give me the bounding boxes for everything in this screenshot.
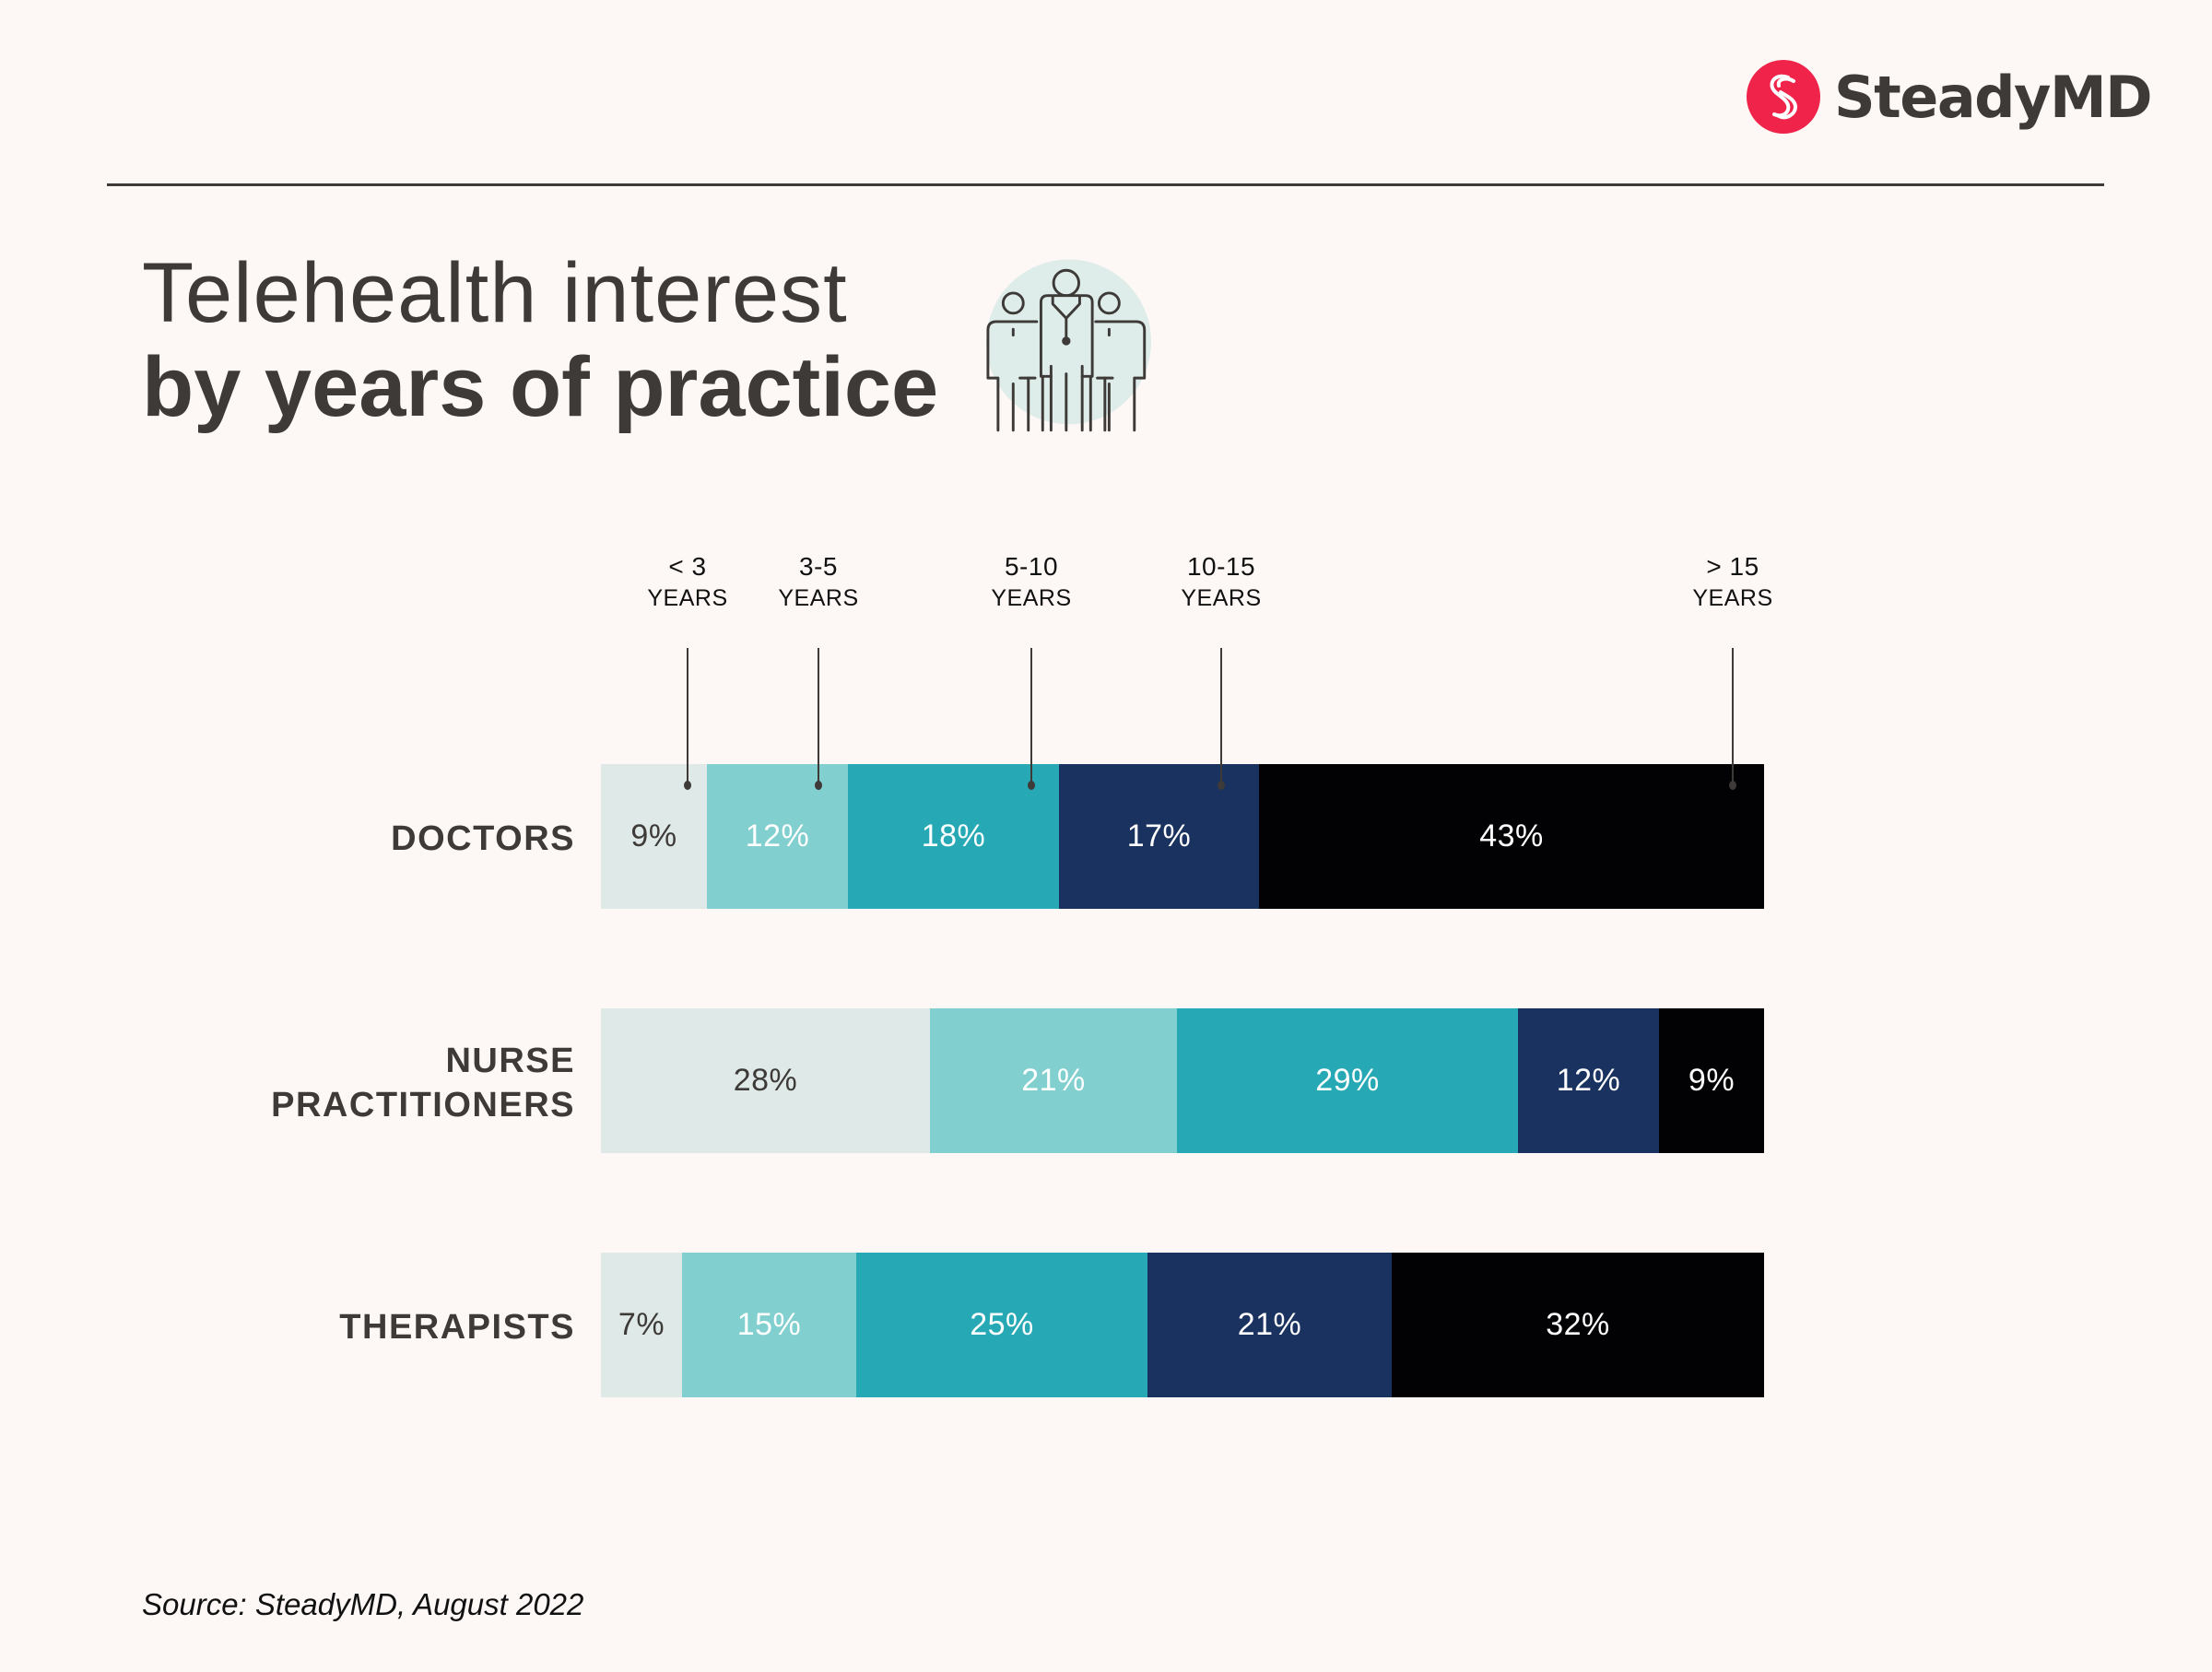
data-label: 7% <box>618 1307 665 1342</box>
bar-segment: 21% <box>930 1008 1177 1153</box>
legend-range: 10-15 <box>1186 552 1256 581</box>
data-label: 43% <box>1479 818 1544 854</box>
row-label-line: THERAPISTS <box>339 1307 575 1347</box>
legend-range: 5-10 <box>1004 552 1059 581</box>
leader-dot <box>1729 781 1736 790</box>
page-title: Telehealth interest by years of practice <box>142 247 938 435</box>
legend-label: 3-5 YEARS <box>749 551 888 614</box>
row-label-line: DOCTORS <box>391 818 575 858</box>
data-label: 21% <box>1237 1307 1302 1342</box>
data-label: 15% <box>736 1307 802 1342</box>
s-monogram-icon <box>1747 60 1820 134</box>
row-label: DOCTORS <box>391 817 575 861</box>
legend-label: < 3 YEARS <box>618 551 757 614</box>
legend-label: > 15 YEARS <box>1664 551 1802 614</box>
bar-segment: 21% <box>1147 1253 1392 1397</box>
data-label: 21% <box>1021 1063 1086 1098</box>
data-label: 9% <box>1688 1063 1735 1098</box>
row-label-line: PRACTITIONERS <box>271 1085 575 1124</box>
legend-unit: YEARS <box>1181 585 1262 611</box>
row-label-line: NURSE <box>445 1041 575 1080</box>
bar-segment: 9% <box>1659 1008 1764 1153</box>
legend-range: 3-5 <box>799 552 838 581</box>
bar-segment: 12% <box>1518 1008 1659 1153</box>
leader-line <box>1220 648 1222 784</box>
bar-segment: 12% <box>707 764 848 909</box>
data-label: 28% <box>733 1063 798 1098</box>
data-label: 18% <box>921 818 986 854</box>
legend-label: 5-10 YEARS <box>962 551 1100 614</box>
data-label: 25% <box>970 1307 1034 1342</box>
brand-name: SteadyMD <box>1834 63 2153 131</box>
leader-line <box>687 648 688 784</box>
legend-unit: YEARS <box>647 585 728 611</box>
legend-unit: YEARS <box>1692 585 1773 611</box>
medical-team-icon <box>986 259 1152 432</box>
legend-unit: YEARS <box>778 585 859 611</box>
data-label: 12% <box>1556 1063 1621 1098</box>
title-line-2: by years of practice <box>142 340 939 434</box>
bar-segment: 7% <box>601 1253 682 1397</box>
header-divider <box>107 183 2104 186</box>
data-label: 32% <box>1546 1307 1610 1342</box>
leader-line <box>1030 648 1032 784</box>
bar-segment: 29% <box>1177 1008 1518 1153</box>
data-label: 17% <box>1126 818 1192 854</box>
source-note: Source: SteadyMD, August 2022 <box>142 1587 584 1621</box>
legend-label: 10-15 YEARS <box>1152 551 1290 614</box>
title-line-1: Telehealth interest <box>142 246 848 340</box>
bar-segment: 43% <box>1259 764 1764 909</box>
legend-range: > 15 <box>1706 552 1759 581</box>
row-label: THERAPISTS <box>339 1305 575 1349</box>
data-label: 12% <box>745 818 810 854</box>
leader-dot <box>684 781 691 790</box>
bar-segment: 18% <box>848 764 1059 909</box>
bar-segment: 25% <box>856 1253 1147 1397</box>
legend-range: < 3 <box>668 552 707 581</box>
leader-line <box>818 648 819 784</box>
leader-dot <box>1218 781 1225 790</box>
bar-segment: 17% <box>1059 764 1259 909</box>
steadymd-logo: SteadyMD <box>1746 59 2153 135</box>
leader-line <box>1732 648 1734 784</box>
bar-segment: 32% <box>1392 1253 1764 1397</box>
bar-segment: 15% <box>682 1253 856 1397</box>
leader-dot <box>815 781 822 790</box>
legend-unit: YEARS <box>991 585 1072 611</box>
data-label: 29% <box>1315 1063 1380 1098</box>
leader-dot <box>1028 781 1035 790</box>
data-label: 9% <box>630 818 677 854</box>
bar-segment: 28% <box>601 1008 930 1153</box>
row-label: NURSE PRACTITIONERS <box>271 1039 575 1127</box>
